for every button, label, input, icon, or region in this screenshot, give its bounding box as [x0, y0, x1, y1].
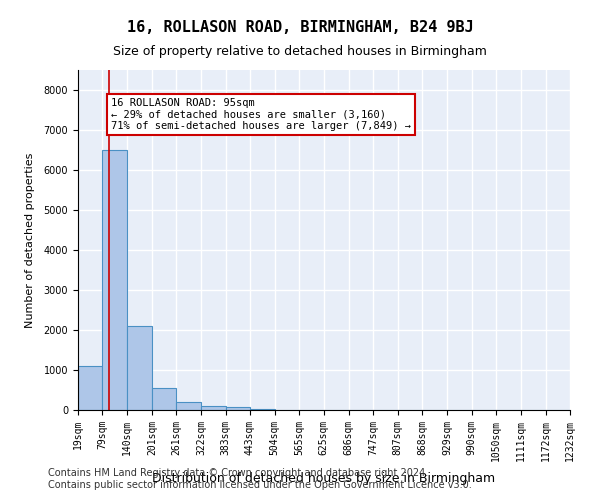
Text: 16, ROLLASON ROAD, BIRMINGHAM, B24 9BJ: 16, ROLLASON ROAD, BIRMINGHAM, B24 9BJ [127, 20, 473, 35]
Bar [103, 150, 127, 410]
Text: 16 ROLLASON ROAD: 95sqm
← 29% of detached houses are smaller (3,160)
71% of semi: 16 ROLLASON ROAD: 95sqm ← 29% of detache… [111, 98, 411, 131]
Bar [226, 407, 250, 410]
Bar [152, 388, 176, 410]
Bar [201, 406, 226, 410]
Y-axis label: Number of detached properties: Number of detached properties [25, 152, 35, 328]
Bar [127, 326, 152, 410]
Bar [250, 409, 275, 410]
Text: Size of property relative to detached houses in Birmingham: Size of property relative to detached ho… [113, 45, 487, 58]
Bar [176, 402, 201, 410]
Text: Contains HM Land Registry data © Crown copyright and database right 2024.
Contai: Contains HM Land Registry data © Crown c… [48, 468, 472, 490]
Bar [78, 366, 103, 410]
X-axis label: Distribution of detached houses by size in Birmingham: Distribution of detached houses by size … [152, 472, 496, 485]
